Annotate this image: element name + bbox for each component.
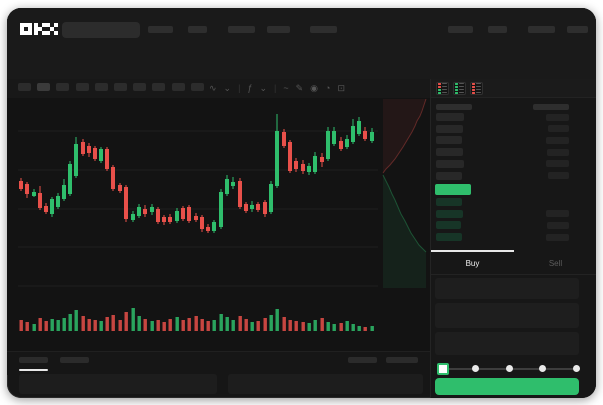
slider-stop[interactable] (505, 365, 513, 372)
ask-amount-placeholder (546, 160, 569, 168)
chart-tool-icons: ∿ ⌄ | ƒ ⌄ | ~ ✎ ◉ ◔ ⊡ (209, 79, 345, 98)
clock-icon[interactable]: ◔ (325, 83, 331, 93)
divider: | (238, 83, 241, 93)
nav-item[interactable] (448, 26, 473, 33)
active-tab-underline (19, 369, 48, 371)
bid-price-placeholder[interactable] (436, 209, 463, 218)
top-navigation-bar (7, 8, 596, 48)
bid-amount-placeholder (546, 210, 569, 218)
slider-stop[interactable] (539, 365, 547, 372)
history-tab[interactable] (60, 357, 89, 363)
orderbook-col-header (436, 104, 472, 110)
history-tab-bar (7, 351, 430, 375)
orders-panel-left (19, 374, 217, 394)
orderbook-view-toggles (431, 79, 596, 98)
app-window: Spot Trading ⌄ ⌄ ∿⌄|ƒ⌄|~✎◉◔⊡ Buy Se (7, 8, 596, 398)
okx-logo[interactable] (20, 23, 58, 35)
ask-amount-placeholder (547, 148, 569, 156)
buy-sell-tabs: Buy Sell (431, 250, 596, 275)
price-chart[interactable] (18, 99, 378, 335)
timeframe-button[interactable] (190, 83, 204, 91)
ask-price-placeholder[interactable] (436, 171, 462, 180)
amount-slider[interactable] (437, 363, 580, 375)
orderbook-bids-icon[interactable] (453, 81, 466, 95)
ask-amount-placeholder (546, 136, 569, 144)
orderbook-asks-icon[interactable] (470, 81, 483, 95)
camera-icon[interactable]: ◉ (310, 83, 319, 93)
orders-panel-right (228, 374, 423, 394)
timeframe-button[interactable] (94, 83, 108, 91)
chart-area (7, 98, 430, 351)
timeframe-button[interactable] (171, 83, 185, 91)
draw-tool-icon[interactable]: ✎ (295, 83, 304, 93)
bid-amount-placeholder (547, 221, 569, 229)
sell-tab[interactable]: Sell (548, 258, 563, 268)
timeframe-button[interactable] (75, 83, 89, 91)
ask-price-placeholder[interactable] (436, 159, 464, 168)
history-filter[interactable] (348, 357, 377, 363)
nav-item[interactable] (310, 26, 337, 33)
fullscreen-icon[interactable]: ⊡ (337, 83, 345, 93)
nav-item[interactable] (148, 26, 173, 33)
buy-tab[interactable]: Buy (431, 250, 514, 274)
last-price-badge[interactable] (435, 184, 471, 195)
line-tool-icon[interactable]: ~ (283, 83, 289, 93)
submit-order-button[interactable] (435, 378, 579, 395)
chevron-down-icon[interactable]: ⌄ (223, 83, 232, 93)
ask-amount-placeholder (546, 113, 569, 121)
slider-stop[interactable] (471, 365, 479, 372)
chevron-down-icon[interactable]: ⌄ (259, 83, 267, 93)
ask-amount-placeholder (548, 125, 569, 133)
order-input-field[interactable] (435, 278, 579, 299)
ask-amount-placeholder (548, 172, 569, 179)
bid-price-placeholder[interactable] (436, 198, 462, 206)
search-input[interactable] (62, 22, 140, 38)
history-filter[interactable] (386, 357, 418, 363)
indicators-icon[interactable]: ƒ (247, 83, 253, 93)
divider: | (274, 83, 277, 93)
ask-price-placeholder[interactable] (436, 136, 462, 145)
timeframe-button[interactable] (18, 83, 31, 91)
order-input-field[interactable] (435, 332, 579, 355)
nav-item[interactable] (567, 26, 588, 33)
ask-price-placeholder[interactable] (436, 124, 463, 133)
bid-price-placeholder[interactable] (436, 221, 461, 230)
orderbook-col-header (533, 104, 569, 110)
timeframe-button[interactable] (56, 83, 70, 91)
nav-item[interactable] (188, 26, 207, 33)
timeframe-button[interactable] (133, 83, 147, 91)
bid-amount-placeholder (546, 233, 569, 241)
chart-type-icon[interactable]: ∿ (209, 83, 217, 93)
nav-item[interactable] (528, 26, 555, 33)
slider-handle[interactable] (437, 363, 449, 375)
chart-toolbar: ∿ ⌄ | ƒ ⌄ | ~ ✎ ◉ ◔ ⊡ (7, 79, 430, 99)
order-book-panel: Buy Sell (430, 79, 596, 398)
nav-item[interactable] (228, 26, 255, 33)
depth-chart[interactable] (381, 99, 429, 289)
market-info-bar: Spot Trading ⌄ ⌄ (7, 48, 596, 111)
ask-price-placeholder[interactable] (436, 148, 463, 157)
nav-item[interactable] (267, 26, 290, 33)
slider-stop[interactable] (573, 365, 580, 372)
order-input-field[interactable] (435, 303, 579, 328)
bid-price-placeholder[interactable] (436, 233, 462, 242)
nav-item[interactable] (488, 26, 507, 33)
timeframe-button[interactable] (114, 83, 127, 91)
ask-price-placeholder[interactable] (436, 113, 464, 121)
timeframe-button[interactable] (37, 83, 51, 91)
orderbook-combined-icon[interactable] (436, 81, 449, 95)
timeframe-button[interactable] (152, 83, 166, 91)
history-tab-active[interactable] (19, 357, 48, 363)
